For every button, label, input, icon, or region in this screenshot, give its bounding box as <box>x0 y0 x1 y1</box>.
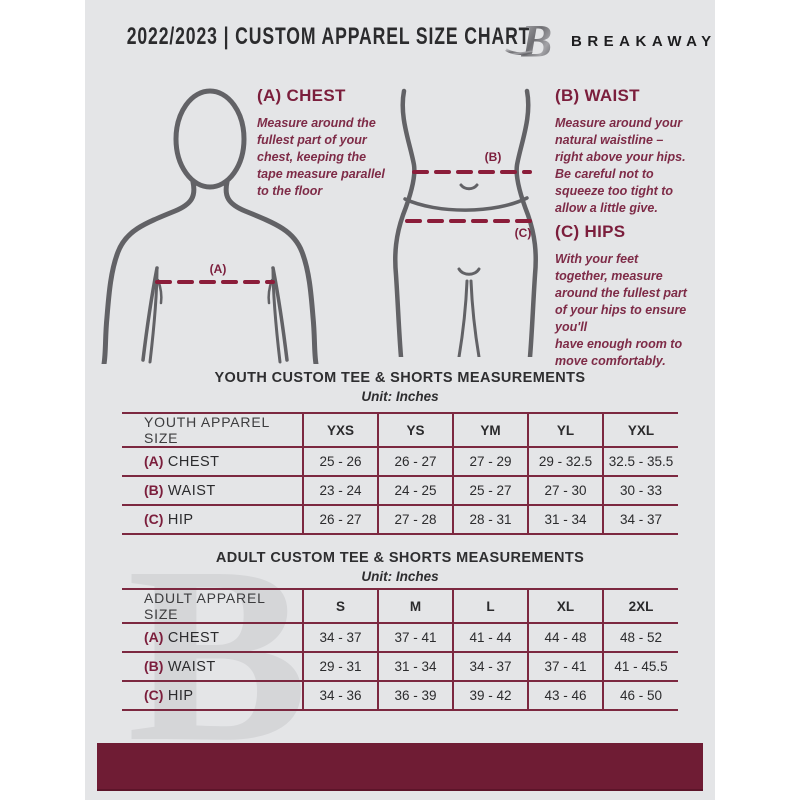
hip-marker: (C) <box>144 686 164 703</box>
youth-size-yxl: YXL <box>602 413 678 448</box>
table-cell: 37 - 41 <box>527 652 603 682</box>
table-cell: 43 - 46 <box>527 681 603 711</box>
adult-size-table: ADULT APPAREL SIZE S M L XL 2XL (A) CHES… <box>122 588 678 711</box>
youth-size-ys: YS <box>377 413 453 448</box>
chest-instruction-block: (A) CHEST Measure around the fullest par… <box>257 86 419 200</box>
table-cell: 29 - 31 <box>302 652 378 682</box>
adult-table-title: ADULT CUSTOM TEE & SHORTS MEASUREMENTS <box>215 550 585 566</box>
youth-size-table: YOUTH APPAREL SIZE YXS YS YM YL YXL (A) … <box>122 412 678 535</box>
youth-size-yl: YL <box>527 413 603 448</box>
table-cell: 26 - 27 <box>377 447 453 477</box>
brand-name: BREAKAWAY <box>571 33 715 50</box>
breakaway-b-logo-icon: B <box>505 15 552 66</box>
waist-heading: (B) WAIST <box>555 86 640 105</box>
hips-heading: (C) HIPS <box>555 222 626 241</box>
table-cell: 24 - 25 <box>377 476 453 506</box>
table-cell: 34 - 37 <box>452 652 528 682</box>
adult-hip-row: (C) HIP 34 - 36 36 - 39 39 - 42 43 - 46 … <box>122 681 678 711</box>
youth-header-row: YOUTH APPAREL SIZE YXS YS YM YL YXL <box>122 413 678 448</box>
youth-waist-row: (B) WAIST 23 - 24 24 - 25 25 - 27 27 - 3… <box>122 476 678 506</box>
footer-accent-bar <box>97 743 703 791</box>
table-cell: 25 - 26 <box>302 447 378 477</box>
adult-table-unit: Unit: Inches <box>361 569 439 584</box>
adult-waist-row: (B) WAIST 29 - 31 31 - 34 34 - 37 37 - 4… <box>122 652 678 682</box>
table-cell: 34 - 37 <box>602 505 678 535</box>
adult-header-row: ADULT APPAREL SIZE S M L XL 2XL <box>122 589 678 624</box>
table-cell: 31 - 34 <box>377 652 453 682</box>
lower-body-figure-icon <box>393 88 538 357</box>
adult-hip-label: (C) HIP <box>122 681 303 711</box>
table-cell: 46 - 50 <box>602 681 678 711</box>
adult-size-column-header: ADULT APPAREL SIZE <box>122 589 303 624</box>
page-title: 2022/2023 | CUSTOM APPAREL SIZE CHART <box>126 23 531 51</box>
waist-instruction-text: Measure around your natural waistline – … <box>555 116 686 215</box>
upper-body-figure-icon <box>101 88 319 364</box>
youth-hip-row: (C) HIP 26 - 27 27 - 28 28 - 31 31 - 34 … <box>122 505 678 535</box>
youth-chest-label: (A) CHEST <box>122 447 303 477</box>
table-cell: 32.5 - 35.5 <box>602 447 678 477</box>
waist-marker: (B) <box>144 657 164 674</box>
waist-instruction-block: (B) WAIST Measure around your natural wa… <box>555 86 715 217</box>
adult-size-l: L <box>452 589 528 624</box>
adult-chest-row: (A) CHEST 34 - 37 37 - 41 41 - 44 44 - 4… <box>122 623 678 653</box>
chest-marker: (A) <box>144 452 164 469</box>
waist-marker: (B) <box>144 481 164 498</box>
youth-size-ym: YM <box>452 413 528 448</box>
table-cell: 26 - 27 <box>302 505 378 535</box>
size-chart-page: B 2022/2023 | CUSTOM APPAREL SIZE CHART … <box>85 0 715 800</box>
youth-waist-label: (B) WAIST <box>122 476 303 506</box>
table-cell: 30 - 33 <box>602 476 678 506</box>
table-cell: 25 - 27 <box>452 476 528 506</box>
chest-instruction-text: Measure around the fullest part of your … <box>257 116 385 198</box>
hip-marker: (C) <box>144 510 164 527</box>
hips-instruction-block: (C) HIPS With your feet together, measur… <box>555 222 715 370</box>
table-cell: 28 - 31 <box>452 505 528 535</box>
youth-table-title: YOUTH CUSTOM TEE & SHORTS MEASUREMENTS <box>214 370 586 386</box>
adult-size-2xl: 2XL <box>602 589 678 624</box>
adult-size-xl: XL <box>527 589 603 624</box>
table-cell: 41 - 44 <box>452 623 528 653</box>
table-cell: 34 - 36 <box>302 681 378 711</box>
table-cell: 27 - 28 <box>377 505 453 535</box>
table-cell: 29 - 32.5 <box>527 447 603 477</box>
table-cell: 31 - 34 <box>527 505 603 535</box>
youth-table-unit: Unit: Inches <box>361 389 439 404</box>
table-cell: 37 - 41 <box>377 623 453 653</box>
adult-size-m: M <box>377 589 453 624</box>
chest-marker: (A) <box>144 628 164 645</box>
hips-instruction-text: With your feet together, measure around … <box>555 252 687 368</box>
table-cell: 39 - 42 <box>452 681 528 711</box>
youth-size-column-header: YOUTH APPAREL SIZE <box>122 413 303 448</box>
youth-chest-row: (A) CHEST 25 - 26 26 - 27 27 - 29 29 - 3… <box>122 447 678 477</box>
youth-hip-label: (C) HIP <box>122 505 303 535</box>
youth-size-yxs: YXS <box>302 413 378 448</box>
adult-size-s: S <box>302 589 378 624</box>
table-cell: 27 - 30 <box>527 476 603 506</box>
hips-line-label: (C) <box>514 226 532 240</box>
table-cell: 48 - 52 <box>602 623 678 653</box>
chest-line-label: (A) <box>209 262 227 276</box>
table-cell: 36 - 39 <box>377 681 453 711</box>
adult-chest-label: (A) CHEST <box>122 623 303 653</box>
table-cell: 23 - 24 <box>302 476 378 506</box>
chest-heading: (A) CHEST <box>257 86 346 105</box>
waist-line-label: (B) <box>484 150 502 164</box>
table-cell: 41 - 45.5 <box>602 652 678 682</box>
table-cell: 27 - 29 <box>452 447 528 477</box>
table-cell: 44 - 48 <box>527 623 603 653</box>
table-cell: 34 - 37 <box>302 623 378 653</box>
adult-waist-label: (B) WAIST <box>122 652 303 682</box>
